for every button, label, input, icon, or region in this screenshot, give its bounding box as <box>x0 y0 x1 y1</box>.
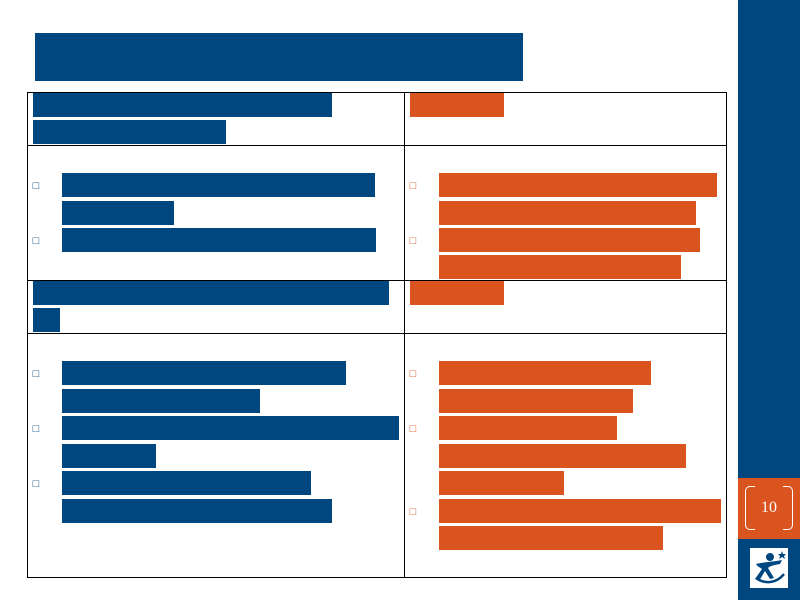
right-header <box>410 281 504 305</box>
bullet-icon: □ <box>409 235 417 247</box>
right-bullet-line <box>439 444 686 468</box>
right-bullet-line <box>439 201 696 225</box>
page-number: 10 <box>761 499 777 516</box>
slide-title-bar <box>35 33 523 81</box>
right-bullet-line <box>439 471 564 495</box>
bracket-gap <box>755 528 783 531</box>
left-bullet-line <box>62 361 346 385</box>
left-bullet-line <box>62 416 399 440</box>
bracket-gap <box>755 485 783 488</box>
bullet-icon: □ <box>32 423 40 435</box>
right-bullet-line <box>439 173 717 197</box>
left-bullet-line <box>62 444 156 468</box>
figure-star-logo-icon <box>750 548 788 588</box>
right-header <box>410 93 504 117</box>
right-bullet-line <box>439 416 617 440</box>
left-bullet-line <box>62 201 174 225</box>
table-row-divider <box>27 333 727 334</box>
table-row-divider <box>27 280 727 281</box>
table-border-right <box>726 92 727 578</box>
right-bullet-line <box>439 255 681 279</box>
bullet-icon: □ <box>409 180 417 192</box>
table-row-divider <box>27 145 727 146</box>
bullet-icon: □ <box>32 235 40 247</box>
left-header-line <box>33 308 60 332</box>
table-border-left <box>27 92 28 578</box>
bullet-icon: □ <box>409 368 417 380</box>
left-bullet-line <box>62 173 375 197</box>
left-header-line <box>33 120 226 144</box>
right-bullet-line <box>439 499 721 523</box>
right-bullet-line <box>439 526 663 550</box>
table-column-divider <box>404 92 405 578</box>
bullet-icon: □ <box>32 368 40 380</box>
left-bullet-line <box>62 471 311 495</box>
table-border-bottom <box>27 577 727 578</box>
left-header-line <box>33 93 332 117</box>
left-bullet-line <box>62 228 376 252</box>
bullet-icon: □ <box>32 478 40 490</box>
right-bullet-line <box>439 361 651 385</box>
bullet-icon: □ <box>409 506 417 518</box>
right-bullet-line <box>439 228 700 252</box>
right-bullet-line <box>439 389 633 413</box>
left-bullet-line <box>62 389 260 413</box>
table-border-top <box>27 92 727 93</box>
bullet-icon: □ <box>409 423 417 435</box>
bullet-icon: □ <box>32 180 40 192</box>
left-bullet-line <box>62 499 332 523</box>
left-header-line <box>33 281 389 305</box>
